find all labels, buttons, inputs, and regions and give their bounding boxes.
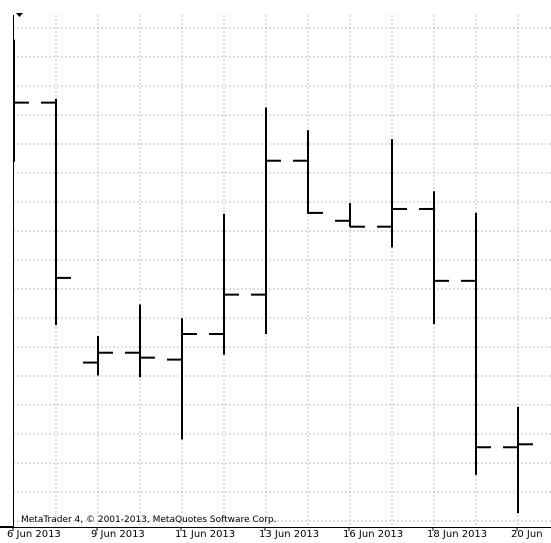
ohlc-bar bbox=[125, 304, 155, 378]
x-axis-tick-label: 6 Jun 2013 bbox=[7, 529, 61, 539]
ohlc-bar bbox=[209, 213, 239, 355]
axes bbox=[12, 13, 551, 531]
x-axis-tick-label: 18 Jun 2013 bbox=[427, 529, 487, 539]
ohlc-bars bbox=[0, 39, 533, 528]
ohlc-bar bbox=[0, 39, 29, 528]
ohlc-bar bbox=[83, 335, 113, 376]
ohlc-bar bbox=[503, 406, 533, 514]
ohlc-bar bbox=[461, 212, 491, 475]
ohlc-bar bbox=[335, 203, 365, 228]
copyright-text: MetaTrader 4, © 2001-2013, MetaQuotes So… bbox=[21, 515, 277, 525]
ohlc-bar bbox=[293, 130, 323, 214]
x-axis-tick-label: 9 Jun 2013 bbox=[91, 529, 145, 539]
chart-menu-triangle-icon[interactable] bbox=[16, 13, 23, 17]
x-axis-tick-label: 13 Jun 2013 bbox=[259, 529, 319, 539]
x-axis-tick-label: 11 Jun 2013 bbox=[175, 529, 235, 539]
ohlc-bar bbox=[251, 107, 281, 335]
ohlc-bar bbox=[41, 98, 71, 326]
x-axis-tick-label: 16 Jun 2013 bbox=[343, 529, 403, 539]
grid bbox=[13, 15, 551, 527]
x-axis-tick-label: 20 Jun bbox=[511, 529, 543, 539]
ohlc-bar bbox=[419, 191, 449, 325]
ohlc-bar bbox=[167, 318, 197, 440]
ohlc-bar bbox=[377, 139, 407, 248]
labels: 6 Jun 2013 9 Jun 2013 11 Jun 2013 13 Jun 20… bbox=[7, 515, 543, 540]
